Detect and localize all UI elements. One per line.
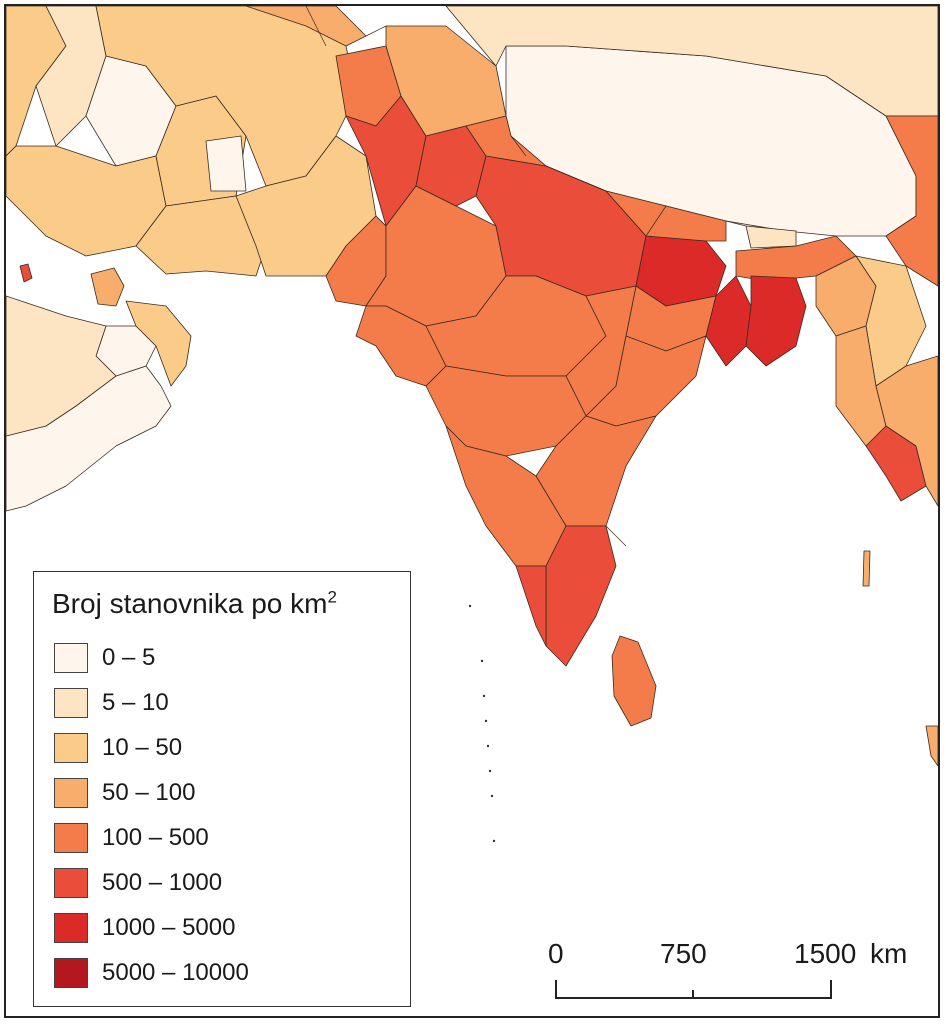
region-bangladesh[interactable] <box>745 275 807 367</box>
region-saudi[interactable] <box>6 295 117 437</box>
legend-swatch <box>54 688 88 718</box>
scale-label-750: 750 <box>660 938 707 969</box>
region-tamil-nadu[interactable] <box>545 525 617 667</box>
region-qatar[interactable] <box>19 263 33 283</box>
map-legend: Broj stanovnika po km2 0 – 5 5 – 10 10 – 5… <box>33 571 411 1007</box>
choropleth-map[interactable] <box>6 6 938 1016</box>
legend-swatch <box>54 913 88 943</box>
region-uae[interactable] <box>90 267 125 307</box>
legend-swatch <box>54 823 88 853</box>
legend-label: 50 – 100 <box>102 779 196 806</box>
scale-label-1500: 1500 <box>794 938 857 969</box>
scale-unit: km <box>870 938 908 969</box>
scale-line <box>555 980 832 999</box>
region-afghanistan-north[interactable] <box>245 6 367 47</box>
region-sistan[interactable] <box>205 135 247 192</box>
legend-swatch <box>54 733 88 763</box>
maldives-islands <box>468 604 496 843</box>
region-andaman[interactable] <box>862 550 871 587</box>
legend-title: Broj stanovnika po km2 <box>52 587 337 619</box>
region-uttarakhand[interactable] <box>465 115 547 167</box>
legend-label: 1000 – 5000 <box>102 914 236 941</box>
region-oman-north[interactable] <box>125 300 192 387</box>
legend-swatch <box>54 958 88 988</box>
legend-swatch <box>54 778 88 808</box>
legend-label: 0 – 5 <box>102 644 156 671</box>
region-nepal[interactable] <box>545 165 727 242</box>
legend-label: 500 – 1000 <box>102 869 223 896</box>
legend-label: 5000 – 10000 <box>102 959 249 986</box>
region-yunnan[interactable] <box>885 115 938 287</box>
region-kerala[interactable] <box>515 565 547 647</box>
legend-label: 10 – 50 <box>102 734 183 761</box>
legend-swatch <box>54 868 88 898</box>
region-borders <box>305 6 747 547</box>
legend-label: 100 – 500 <box>102 824 209 851</box>
region-thailand[interactable] <box>875 355 938 507</box>
legend-swatch <box>54 643 88 673</box>
scale-bar: 0 750 1500 km <box>548 936 928 1006</box>
region-malaysia-tip[interactable] <box>925 725 938 767</box>
region-sri-lanka[interactable] <box>611 635 657 727</box>
legend-label: 5 – 10 <box>102 689 169 716</box>
scale-label-0: 0 <box>548 938 564 969</box>
region-xinjiang[interactable] <box>445 6 938 117</box>
